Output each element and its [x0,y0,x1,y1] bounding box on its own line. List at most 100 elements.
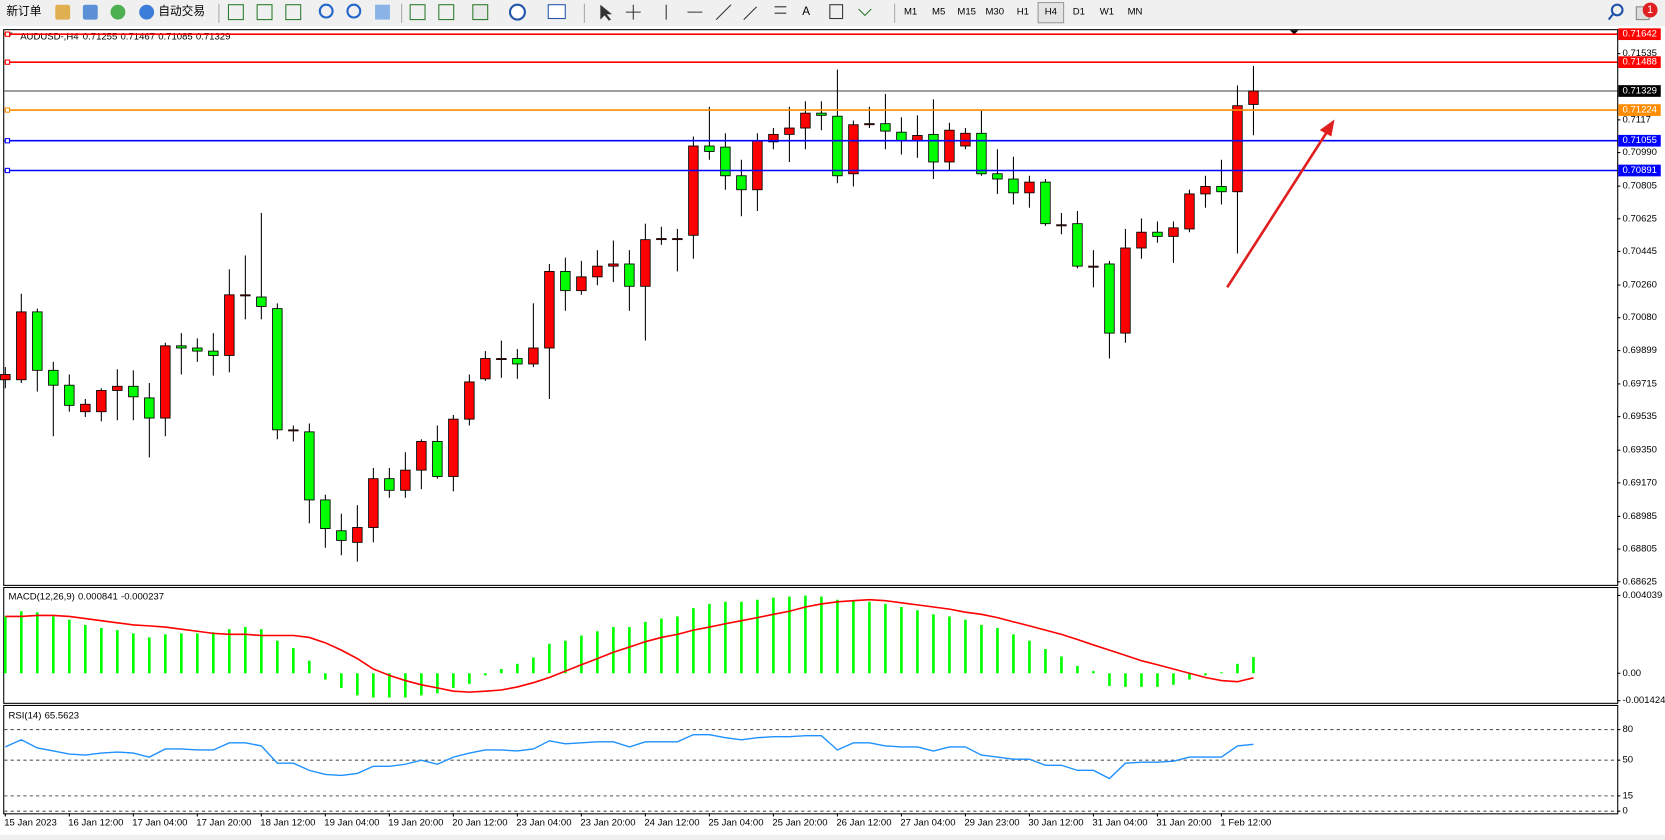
icon[interactable] [318,3,334,19]
arrow-tool[interactable] [858,8,872,17]
price-label-bg [1618,164,1661,177]
candle-body [720,146,731,177]
y-tick-label: 80 [1622,724,1633,735]
candle-body [608,263,619,267]
price-label-bg [1618,85,1661,97]
x-tick-label: 16 Jan 12:00 [68,817,123,828]
y-tick-label: 0.68625 [1622,576,1657,587]
icon[interactable] [256,4,273,21]
crosshair-tool[interactable] [625,4,641,20]
symbol: AUDUSD-,H4 [20,31,79,42]
timeframe-button[interactable]: M5 [932,7,945,18]
candle-body [336,530,347,541]
price-label: 0.71488 [1622,57,1657,68]
icon[interactable] [110,4,126,20]
auto-trading-button[interactable]: 自动交易 [158,4,205,18]
candle-body [944,129,955,163]
candle-body [928,133,939,163]
y-tick-label: 0.70990 [1622,147,1657,158]
label-tool[interactable] [829,4,844,20]
arrow-shaft [1226,129,1330,289]
icon[interactable] [346,3,362,19]
timeframe-button[interactable]: M15 [957,7,976,18]
timeframe-button[interactable]: H4 [1045,7,1058,18]
close-value: 0.71329 [196,31,231,42]
candle-body [176,345,187,349]
candle-body [1232,105,1243,193]
new-order-button[interactable]: 新订单 [6,4,41,18]
icon[interactable] [139,4,155,20]
candle-body [528,347,539,365]
candle-body [1024,181,1035,194]
candle-body [448,418,459,477]
x-tick-label: 17 Jan 20:00 [196,817,251,828]
timeframes: M1 M5 M15 M30 H1 H4 D1 W1 MN [904,7,1143,18]
macd-title: MACD(12,26,9) 0.000841 -0.000237 [9,591,165,602]
price-label-bg [1618,104,1661,116]
badge[interactable] [1642,2,1658,18]
candle-body [432,441,443,477]
high-value: 0.71467 [121,31,156,42]
candle-body [1120,247,1131,334]
selected-period [1037,2,1065,24]
y-tick-label: 0.68985 [1622,511,1657,522]
icon[interactable] [409,4,426,21]
icon[interactable] [375,4,390,20]
candle-body [1136,231,1147,249]
x-tick-label: 30 Jan 12:00 [1028,817,1083,828]
candle-body [208,350,219,356]
icon[interactable] [547,4,566,20]
icon[interactable] [508,3,526,21]
candle-body [160,345,171,419]
icon[interactable] [472,4,489,21]
open-value: 0.71255 [83,31,118,42]
candle-body [784,127,795,135]
x-tick-label: 23 Jan 20:00 [580,817,635,828]
candle-body [880,123,891,132]
x-tick-label: 31 Jan 20:00 [1156,817,1211,828]
timeframe-button[interactable]: M1 [904,7,917,18]
timeframe-button[interactable]: MN [1128,7,1143,18]
x-tick-label: 25 Jan 20:00 [772,817,827,828]
icon[interactable] [227,4,244,21]
price-label: 0.70891 [1622,165,1657,176]
search-icon[interactable] [1607,13,1614,21]
timeframe-button[interactable]: H1 [1017,7,1029,18]
plots: 0.71535 0.7117 0.70990 0.70805 0.70625 0.7044… [0,28,1665,828]
line-handle[interactable] [4,59,11,65]
line-handle[interactable] [4,138,11,144]
y-tick-label: 0.70080 [1622,312,1657,323]
cursor-tool[interactable] [600,4,613,21]
candle-body [48,369,59,386]
candle-body [16,311,27,381]
timeframe-button[interactable]: W1 [1100,7,1114,18]
candle-body [592,265,603,278]
candle-body [1104,263,1115,334]
y-tick-label: 0.70805 [1622,181,1657,192]
text-tool[interactable]: A [802,5,810,18]
icon[interactable] [438,4,455,21]
icon[interactable] [82,4,98,20]
line-handle[interactable] [4,107,11,113]
line-handle[interactable] [4,31,11,37]
candle-body [368,478,379,528]
y-tick-label: 0.70260 [1622,280,1657,291]
candle-body [1056,224,1067,227]
line-handle[interactable] [4,167,11,174]
candle-body [144,397,155,419]
candle-body [1072,223,1083,267]
icon[interactable] [285,4,302,21]
y-tick-label: 0.69170 [1622,477,1657,488]
timeframe-button[interactable]: D1 [1073,7,1085,18]
candle-body [704,145,715,152]
candle-body [768,133,779,143]
candle-body [1152,231,1163,237]
icon[interactable] [55,4,71,20]
timeframe-button[interactable]: M30 [985,7,1004,18]
candle-body [240,294,251,297]
search-icon[interactable] [1610,3,1624,17]
candle-body [800,112,811,129]
price-label-bg [1618,28,1661,41]
drawing-tools[interactable] [665,4,787,20]
